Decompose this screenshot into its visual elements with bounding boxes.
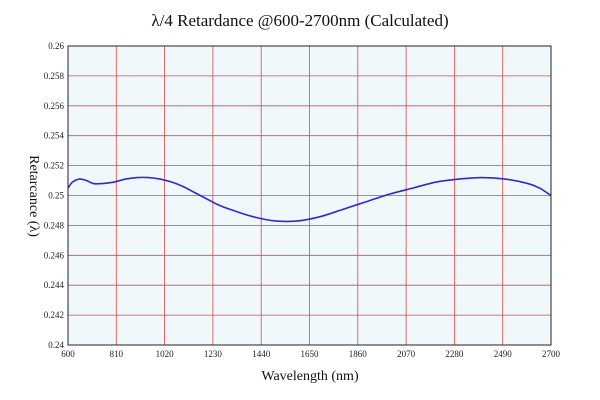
series-line — [67, 176, 552, 223]
chart-title: λ/4 Retardance @600-2700nm (Calculated) — [151, 11, 448, 30]
y-tick-label: 0.248 — [44, 220, 65, 230]
y-tick-label: 0.246 — [44, 250, 65, 260]
y-tick-labels: 0.24 0.242 0.244 0.246 0.248 0.25 0.252 0.254 0.… — [44, 41, 65, 350]
x-tick-label: 810 — [110, 349, 124, 359]
y-tick-label: 0.258 — [44, 71, 65, 81]
x-tick-label: 1860 — [349, 349, 368, 359]
x-tick-label: 1020 — [156, 349, 175, 359]
plot-frame — [67, 45, 552, 346]
x-tick-label: 2280 — [445, 349, 464, 359]
y-axis-label: Retarcance (λ) — [26, 155, 41, 237]
grid — [68, 46, 551, 345]
x-tick-label: 2700 — [542, 349, 561, 359]
y-tick-label: 0.252 — [44, 161, 64, 171]
x-tick-label: 1650 — [301, 349, 320, 359]
y-tick-label: 0.25 — [48, 191, 64, 201]
y-tick-label: 0.26 — [48, 41, 64, 51]
x-tick-label: 1440 — [252, 349, 271, 359]
x-tick-label: 600 — [61, 349, 75, 359]
x-tick-label: 2490 — [494, 349, 513, 359]
y-tick-label: 0.256 — [44, 101, 65, 111]
x-tick-label: 1230 — [204, 349, 223, 359]
x-axis-label: Wavelength (nm) — [261, 369, 359, 384]
y-tick-label: 0.242 — [44, 310, 64, 320]
x-tick-label: 2070 — [397, 349, 416, 359]
x-tick-labels: 600 810 1020 1230 1440 1650 1860 2070 2280 2490 27… — [61, 349, 560, 359]
y-tick-label: 0.244 — [44, 280, 65, 290]
y-tick-label: 0.24 — [48, 340, 64, 350]
y-tick-label: 0.254 — [44, 131, 65, 141]
